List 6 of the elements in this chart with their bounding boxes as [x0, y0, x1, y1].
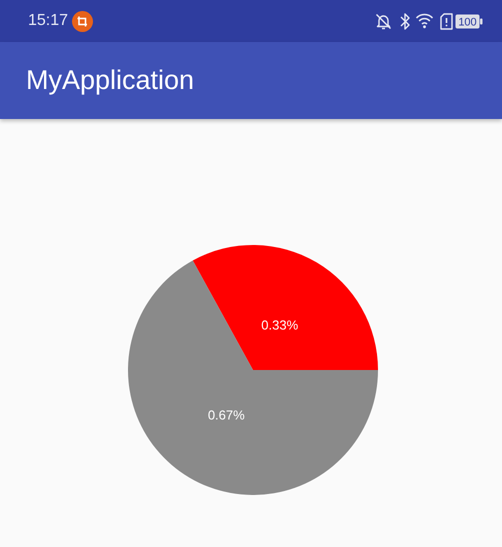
data-label: 0.33% — [261, 317, 299, 332]
pie-slice — [192, 245, 378, 370]
data-label: 0.67% — [208, 408, 246, 423]
pie-slice — [128, 260, 378, 495]
chart-title: MyApplication — [26, 64, 194, 97]
text: 15:17 — [28, 12, 68, 30]
